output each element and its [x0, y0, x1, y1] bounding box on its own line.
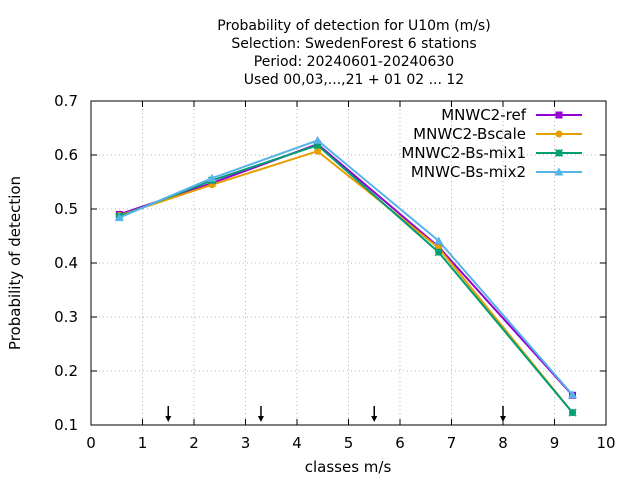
data-point [554, 167, 564, 176]
legend-entry: MNWC-Bs-mix2 [411, 163, 582, 181]
x-tick-label: 3 [241, 434, 251, 452]
class-boundary-arrow [165, 406, 172, 422]
data-point [313, 135, 323, 144]
title-line-4: Used 00,03,...,21 + 01 02 ... 12 [244, 72, 464, 88]
data-point [568, 390, 578, 399]
x-tick-label: 6 [395, 434, 405, 452]
x-tick-label: 0 [86, 434, 96, 452]
data-point [207, 173, 217, 182]
data-point [434, 236, 444, 245]
legend-label: MNWC2-ref [441, 106, 526, 124]
series-mnwc-bs-mix2 [114, 135, 578, 399]
series-mnwc2-bs-mix1 [115, 141, 577, 417]
x-tick-label: 10 [596, 434, 615, 452]
x-tick-label: 8 [498, 434, 508, 452]
data-point [554, 148, 564, 158]
x-tick-label: 4 [292, 434, 302, 452]
x-tick-label: 1 [138, 434, 148, 452]
x-tick-label: 9 [550, 434, 560, 452]
legend-entry: MNWC2-Bs-mix1 [401, 144, 582, 162]
legend-label: MNWC2-Bscale [413, 125, 526, 143]
title-line-2: Selection: SwedenForest 6 stations [231, 36, 476, 52]
y-tick-label: 0.3 [54, 308, 78, 326]
title-line-3: Period: 20240601-20240630 [254, 54, 454, 70]
data-point [434, 248, 443, 257]
series-mnwc2-bscale [115, 147, 577, 417]
class-boundary-arrow [257, 406, 264, 422]
series-group [114, 135, 578, 417]
y-tick-label: 0.7 [54, 92, 78, 110]
class-boundary-arrow [371, 406, 378, 422]
series-line [118, 144, 574, 414]
data-point [568, 408, 577, 417]
legend-entry: MNWC2-ref [441, 106, 582, 124]
legend: MNWC2-refMNWC2-BscaleMNWC2-Bs-mix1MNWC-B… [401, 106, 582, 181]
grid-lines [91, 101, 606, 425]
legend-label: MNWC-Bs-mix2 [411, 163, 526, 181]
class-boundary-arrows [165, 406, 506, 422]
data-point [314, 147, 322, 155]
x-tick-label: 2 [189, 434, 199, 452]
x-tick-label: 5 [344, 434, 354, 452]
y-axis-label: Probability of detection [6, 176, 24, 350]
x-axis-label: classes m/s [305, 458, 392, 476]
y-tick-label: 0.1 [54, 416, 78, 434]
x-tick-label: 7 [447, 434, 457, 452]
data-point [114, 213, 124, 222]
legend-entry: MNWC2-Bscale [413, 125, 582, 143]
y-tick-label: 0.4 [54, 254, 78, 272]
axis-ticks: 0 1 2 3 4 5 6 7 8 9 10 0.1 0.2 0.3 0.4 0.5 0.6 0.7 [54, 92, 615, 452]
data-point [555, 130, 563, 138]
y-tick-label: 0.6 [54, 146, 78, 164]
y-tick-label: 0.2 [54, 362, 78, 380]
chart-title: Probability of detection for U10m (m/s) … [217, 18, 490, 88]
data-point [555, 111, 563, 119]
title-line-1: Probability of detection for U10m (m/s) [217, 18, 490, 34]
y-tick-label: 0.5 [54, 200, 78, 218]
legend-label: MNWC2-Bs-mix1 [401, 144, 526, 162]
series-line [119, 143, 574, 396]
